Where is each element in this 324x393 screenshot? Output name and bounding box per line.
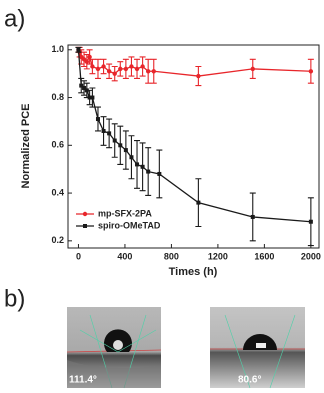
contact-angle: 80.6°: [238, 375, 261, 386]
marker: [250, 66, 255, 72]
marker: [90, 64, 95, 69]
marker: [140, 64, 145, 69]
marker: [308, 219, 313, 224]
marker: [129, 64, 134, 69]
marker: [101, 128, 106, 133]
y-tick-label: 0.8: [51, 92, 64, 102]
legend-marker: [83, 224, 87, 228]
marker: [151, 69, 156, 74]
contact-angle: 111.4°: [69, 375, 97, 386]
marker: [140, 164, 145, 169]
legend-marker: [82, 211, 88, 217]
marker: [101, 64, 106, 69]
marker: [118, 66, 123, 72]
panel-label: b): [4, 285, 25, 312]
marker: [118, 143, 123, 148]
plot-frame: [67, 44, 320, 249]
marker: [112, 138, 117, 143]
marker: [107, 131, 112, 136]
legend-label: mp-SFX-2PA: [98, 208, 152, 218]
marker: [87, 95, 92, 100]
marker: [146, 169, 151, 174]
marker: [106, 69, 112, 74]
marker: [112, 71, 117, 76]
marker: [196, 200, 201, 205]
marker: [129, 155, 134, 160]
y-tick-label: 1.0: [51, 44, 64, 54]
marker: [123, 66, 129, 72]
marker: [157, 171, 162, 176]
marker: [145, 69, 151, 74]
x-tick-label: 800: [164, 251, 179, 261]
y-tick-label: 0.6: [51, 140, 64, 150]
marker: [84, 59, 90, 64]
marker: [95, 117, 100, 122]
y-tick-label: 0.4: [51, 187, 64, 197]
marker: [79, 83, 84, 88]
y-tick-label: 0.2: [51, 235, 64, 245]
marker: [134, 66, 140, 72]
marker: [87, 54, 92, 60]
marker: [308, 69, 314, 74]
x-tick-label: 2000: [301, 251, 321, 261]
marker: [123, 148, 128, 153]
photo: 80.6°: [210, 307, 305, 389]
y-axis-label: Normalized PCE: [20, 104, 32, 189]
x-tick-label: 1600: [254, 251, 274, 261]
marker: [82, 85, 87, 90]
photo: 111.4°: [66, 307, 162, 389]
x-tick-label: 400: [117, 251, 132, 261]
legend-label: spiro-OMeTAD: [98, 220, 161, 230]
marker: [76, 47, 81, 52]
marker: [196, 73, 201, 79]
marker: [90, 95, 95, 100]
x-axis-label: Times (h): [169, 266, 218, 278]
marker: [250, 214, 255, 219]
x-tick-label: 0: [76, 251, 81, 261]
marker: [135, 162, 140, 167]
panel-label: a): [4, 5, 25, 32]
x-tick-label: 1200: [208, 251, 228, 261]
marker: [95, 66, 101, 72]
